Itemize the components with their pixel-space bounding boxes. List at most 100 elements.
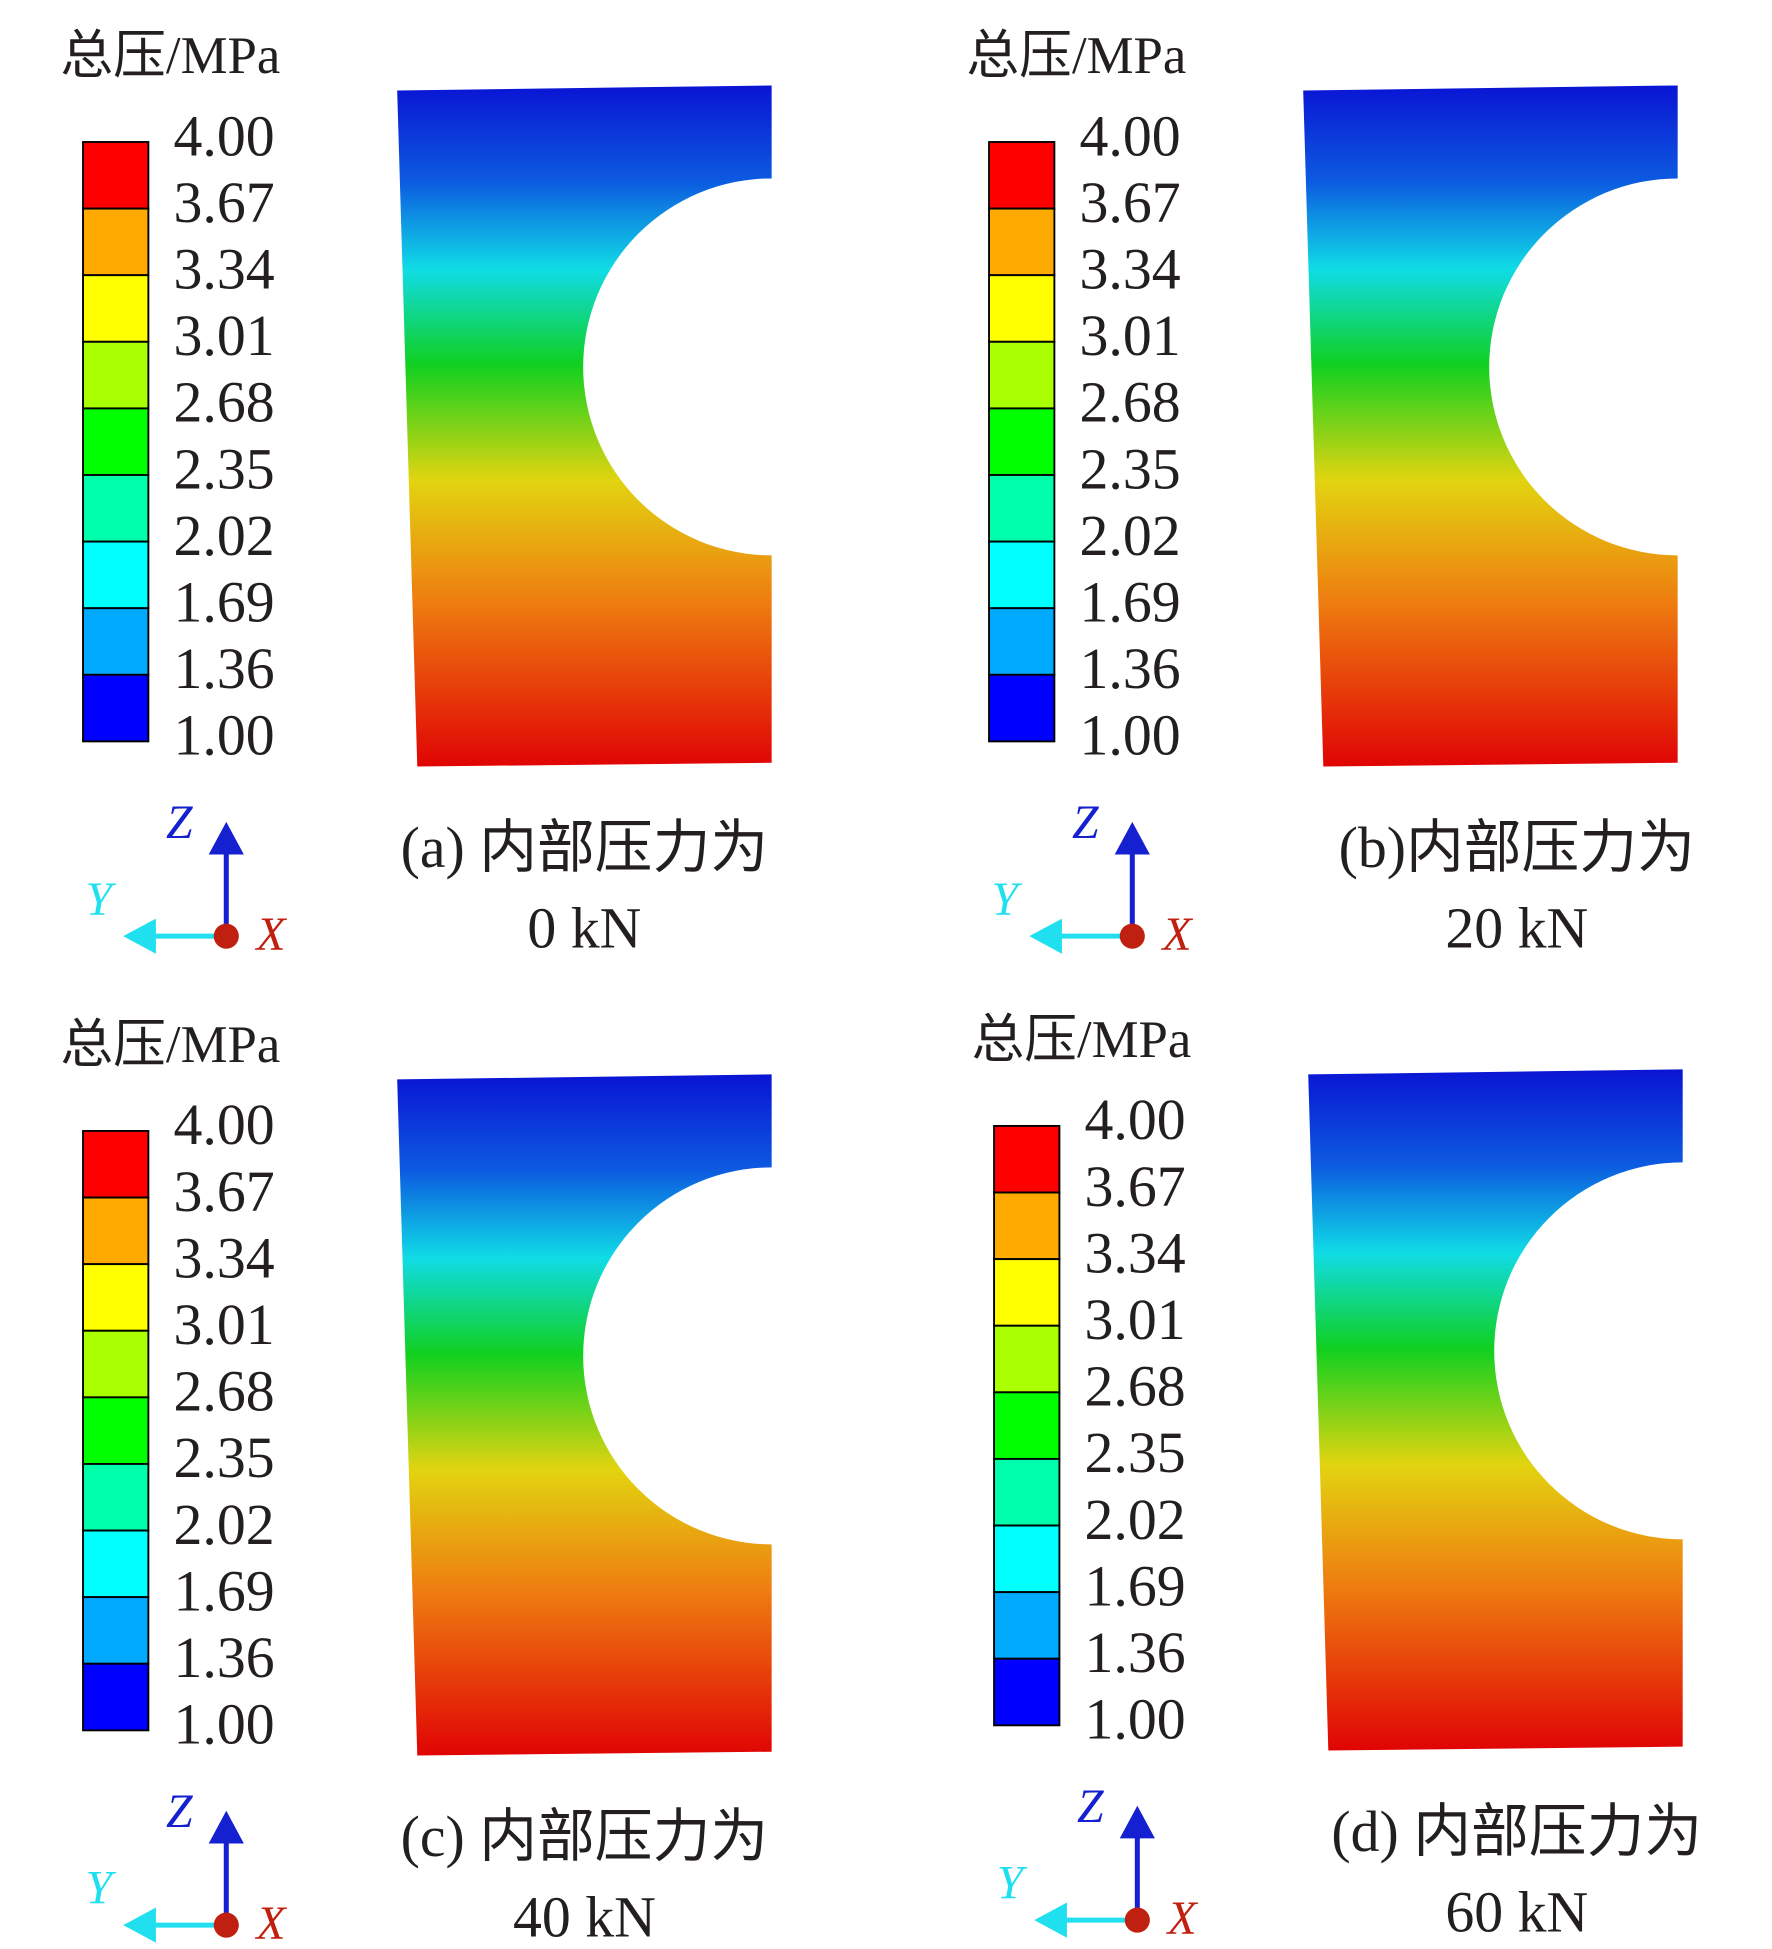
level-label: 1.36 bbox=[174, 1625, 275, 1690]
level-label: 1.69 bbox=[1080, 569, 1181, 634]
panel: 总压/MPa4.003.673.343.012.682.352.021.691.… bbox=[971, 1011, 1702, 1945]
color-band bbox=[993, 1258, 1061, 1327]
x-label: X bbox=[254, 1897, 287, 1949]
color-band bbox=[82, 540, 150, 610]
panel: 总压/MPa4.003.673.343.012.682.352.021.691.… bbox=[966, 27, 1695, 961]
color-band bbox=[82, 1196, 150, 1266]
level-label: 1.69 bbox=[1085, 1553, 1186, 1618]
x-dot bbox=[1119, 923, 1145, 949]
caption-line-1: (b)内部压力为 bbox=[1339, 815, 1695, 880]
color-band bbox=[988, 274, 1056, 343]
x-label: X bbox=[1160, 908, 1193, 961]
color-band bbox=[82, 474, 150, 543]
level-label: 4.00 bbox=[1080, 103, 1181, 168]
level-label: 3.34 bbox=[1080, 236, 1181, 301]
x-label: X bbox=[1165, 1892, 1198, 1945]
x-dot bbox=[213, 923, 239, 949]
color-band bbox=[82, 1662, 150, 1732]
color-band bbox=[82, 673, 150, 743]
color-band bbox=[993, 1524, 1061, 1594]
level-label: 2.35 bbox=[174, 436, 275, 501]
level-label: 1.36 bbox=[1085, 1620, 1186, 1685]
caption-line-2: 40 kN bbox=[513, 1884, 656, 1949]
z-arrow bbox=[1119, 1805, 1155, 1839]
contour-shape bbox=[397, 1074, 772, 1756]
contour-shape bbox=[1303, 85, 1678, 767]
level-label: 2.68 bbox=[1085, 1354, 1186, 1419]
level-label: 2.02 bbox=[1080, 503, 1181, 568]
level-label: 2.68 bbox=[1080, 370, 1181, 435]
color-band bbox=[82, 340, 150, 410]
z-label: Z bbox=[1072, 796, 1099, 849]
color-band bbox=[988, 207, 1056, 277]
level-label: 3.01 bbox=[1080, 303, 1181, 368]
color-band bbox=[993, 1657, 1061, 1727]
color-band bbox=[988, 673, 1056, 743]
x-label: X bbox=[254, 908, 287, 961]
level-label: 4.00 bbox=[174, 1092, 275, 1157]
color-band bbox=[82, 1463, 150, 1532]
color-band bbox=[988, 141, 1056, 210]
y-arrow bbox=[1029, 918, 1062, 954]
level-label: 1.36 bbox=[174, 636, 275, 701]
y-label: Y bbox=[86, 1862, 117, 1915]
caption-line-2: 0 kN bbox=[527, 895, 641, 960]
level-label: 2.35 bbox=[1080, 436, 1181, 501]
level-label: 3.67 bbox=[1085, 1154, 1186, 1219]
level-label: 4.00 bbox=[1085, 1087, 1186, 1152]
y-label: Y bbox=[86, 873, 117, 926]
level-label: 2.02 bbox=[1085, 1487, 1186, 1552]
contour-shape bbox=[1308, 1069, 1683, 1751]
level-label: 2.02 bbox=[174, 503, 275, 568]
level-label: 2.68 bbox=[174, 1359, 275, 1424]
color-band bbox=[82, 1130, 150, 1199]
z-arrow bbox=[208, 1810, 244, 1844]
color-band bbox=[993, 1391, 1061, 1460]
level-label: 3.01 bbox=[174, 303, 275, 368]
y-arrow bbox=[123, 1907, 156, 1943]
y-arrow bbox=[1034, 1902, 1067, 1938]
z-label: Z bbox=[166, 796, 193, 849]
level-label: 3.67 bbox=[174, 1159, 275, 1224]
color-band bbox=[82, 1529, 150, 1599]
color-band bbox=[82, 1396, 150, 1465]
level-label: 2.68 bbox=[174, 370, 275, 435]
caption-line-1: (c) 内部压力为 bbox=[401, 1804, 769, 1869]
color-band bbox=[993, 1324, 1061, 1394]
color-band bbox=[988, 340, 1056, 410]
contour-shape bbox=[397, 85, 772, 767]
level-label: 1.00 bbox=[174, 703, 275, 768]
level-label: 2.35 bbox=[1085, 1420, 1186, 1485]
color-band bbox=[988, 407, 1056, 476]
y-label: Y bbox=[992, 873, 1023, 926]
level-label: 1.36 bbox=[1080, 636, 1181, 701]
color-band bbox=[993, 1457, 1061, 1527]
y-arrow bbox=[123, 918, 156, 954]
level-label: 3.67 bbox=[1080, 170, 1181, 235]
caption-line-2: 20 kN bbox=[1445, 895, 1588, 960]
caption-line-2: 60 kN bbox=[1445, 1879, 1588, 1944]
legend-title: 总压/MPa bbox=[60, 1016, 280, 1074]
color-band bbox=[993, 1124, 1061, 1194]
level-label: 1.00 bbox=[1080, 703, 1181, 768]
color-band bbox=[82, 141, 150, 210]
panel: 总压/MPa4.003.673.343.012.682.352.021.691.… bbox=[60, 27, 772, 961]
level-label: 3.01 bbox=[174, 1292, 275, 1357]
level-label: 3.67 bbox=[174, 170, 275, 235]
color-band bbox=[988, 607, 1056, 676]
level-label: 3.01 bbox=[1085, 1287, 1186, 1352]
level-label: 2.02 bbox=[174, 1492, 275, 1557]
level-label: 1.00 bbox=[1085, 1687, 1186, 1752]
x-dot bbox=[213, 1912, 239, 1938]
level-label: 4.00 bbox=[174, 103, 275, 168]
color-band bbox=[82, 207, 150, 277]
color-band bbox=[988, 540, 1056, 610]
legend-title: 总压/MPa bbox=[966, 27, 1186, 85]
z-arrow bbox=[208, 821, 244, 855]
color-band bbox=[82, 607, 150, 676]
legend-title: 总压/MPa bbox=[971, 1011, 1191, 1069]
color-band bbox=[988, 474, 1056, 543]
level-label: 2.35 bbox=[174, 1425, 275, 1490]
color-band bbox=[82, 1263, 150, 1332]
